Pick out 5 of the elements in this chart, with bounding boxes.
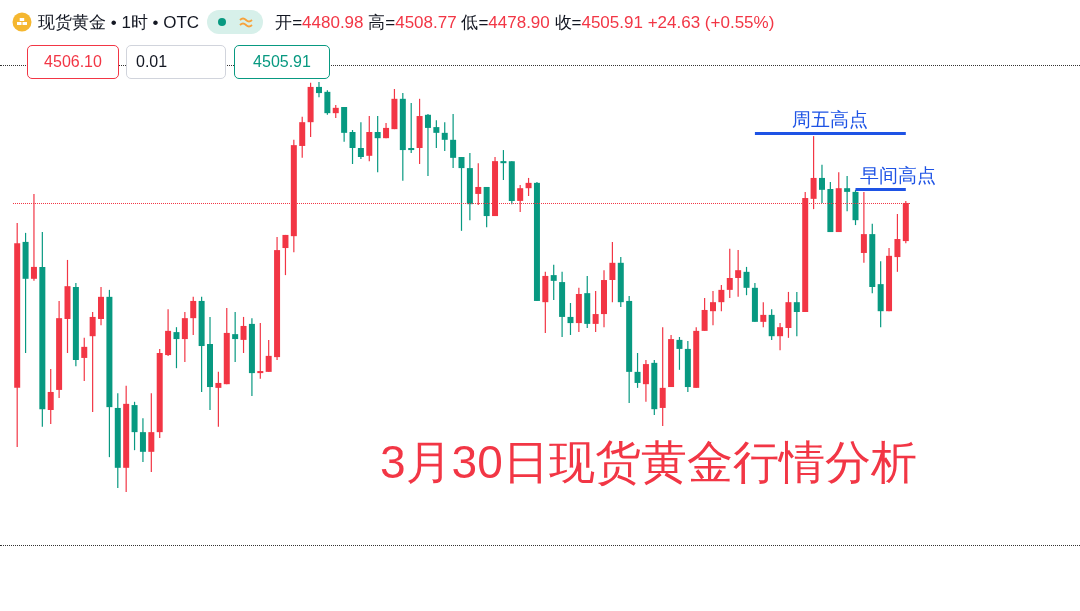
chart-title: 现货黄金 • 1时 • OTC [38, 11, 200, 34]
ref-line-label: 周五高点 [792, 108, 869, 130]
text: 开=4480.98 高=4508.77 低=4478.90 收=4505.91 +24.63 (+0.55%) [275, 12, 775, 32]
ref-line-label: 早间高点 [859, 165, 936, 187]
annotation: 3月30日现货黄金行情分析 [380, 435, 917, 490]
